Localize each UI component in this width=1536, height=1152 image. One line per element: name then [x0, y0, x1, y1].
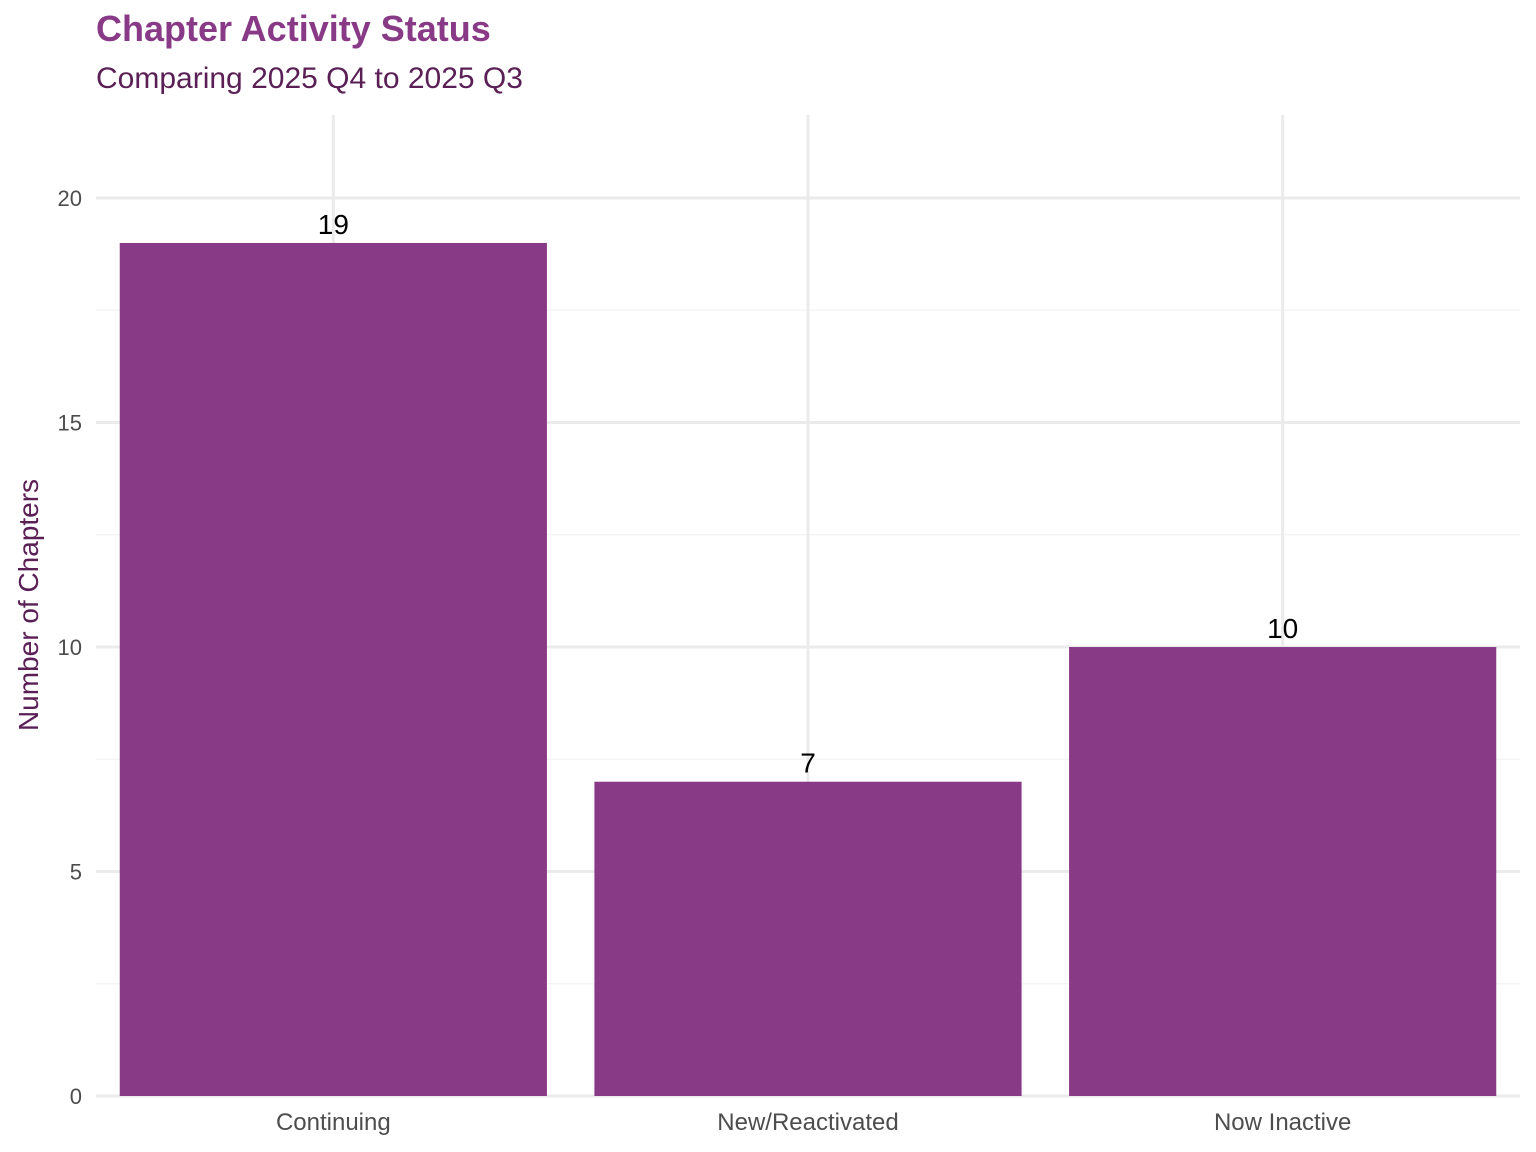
x-tick-label: New/Reactivated	[717, 1109, 898, 1136]
y-tick-label: 20	[58, 186, 82, 211]
x-tick-label: Continuing	[276, 1109, 391, 1136]
y-tick-label: 10	[58, 635, 82, 660]
bar-now-inactive	[1069, 647, 1497, 1096]
x-tick-label: Now Inactive	[1214, 1109, 1351, 1136]
y-axis-label: Number of Chapters	[13, 479, 44, 731]
y-tick-label: 5	[70, 860, 82, 885]
chart-title: Chapter Activity Status	[96, 8, 491, 49]
data-label: 7	[800, 748, 816, 779]
y-tick-label: 15	[58, 411, 82, 436]
chart-subtitle: Comparing 2025 Q4 to 2025 Q3	[96, 62, 523, 95]
bar-new-reactivated	[594, 781, 1022, 1096]
y-tick-label: 0	[70, 1084, 82, 1109]
data-label: 10	[1267, 613, 1298, 644]
bar-continuing	[119, 242, 547, 1096]
data-label: 19	[318, 209, 349, 240]
